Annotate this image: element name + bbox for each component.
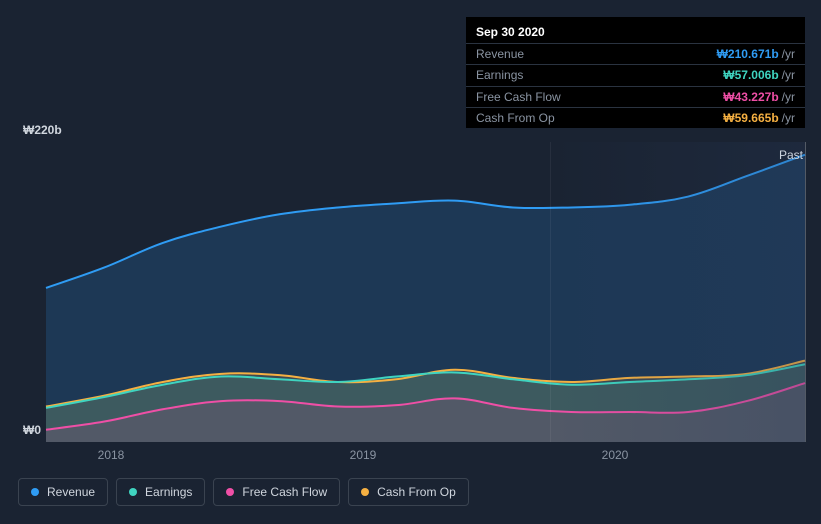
tooltip-label: Free Cash Flow	[476, 89, 561, 105]
legend-dot	[129, 488, 137, 496]
x-axis-label: 2020	[602, 448, 629, 462]
legend-dot	[361, 488, 369, 496]
tooltip-unit: /yr	[782, 90, 795, 104]
tooltip-label: Earnings	[476, 67, 523, 83]
tooltip-label: Revenue	[476, 46, 524, 62]
tooltip-amount: ₩43.227b	[723, 90, 778, 104]
y-axis-label-min: ₩0	[23, 423, 41, 437]
tooltip-panel: Sep 30 2020 Revenue ₩210.671b/yr Earning…	[466, 17, 805, 128]
y-axis-label-max: ₩220b	[23, 123, 62, 137]
legend-label: Revenue	[47, 485, 95, 499]
tooltip-amount: ₩210.671b	[717, 47, 779, 61]
legend-dot	[226, 488, 234, 496]
tooltip-value: ₩57.006b/yr	[723, 67, 795, 83]
legend-dot	[31, 488, 39, 496]
tooltip-row-earnings: Earnings ₩57.006b/yr	[466, 64, 805, 85]
legend-item-revenue[interactable]: Revenue	[18, 478, 108, 506]
legend: Revenue Earnings Free Cash Flow Cash Fro…	[18, 478, 469, 506]
tooltip-value: ₩43.227b/yr	[723, 89, 795, 105]
past-label: Past	[779, 148, 803, 162]
legend-label: Earnings	[145, 485, 192, 499]
chart-shade	[550, 142, 805, 442]
chart-container: Sep 30 2020 Revenue ₩210.671b/yr Earning…	[0, 0, 821, 524]
tooltip-date: Sep 30 2020	[466, 24, 805, 43]
legend-item-earnings[interactable]: Earnings	[116, 478, 205, 506]
tooltip-row-cfo: Cash From Op ₩59.665b/yr	[466, 107, 805, 128]
chart-divider	[550, 142, 551, 442]
tooltip-amount: ₩57.006b	[723, 68, 778, 82]
tooltip-unit: /yr	[782, 111, 795, 125]
tooltip-amount: ₩59.665b	[723, 111, 778, 125]
x-axis-label: 2018	[98, 448, 125, 462]
legend-item-cfo[interactable]: Cash From Op	[348, 478, 469, 506]
tooltip-unit: /yr	[782, 68, 795, 82]
x-axis-label: 2019	[350, 448, 377, 462]
tooltip-value: ₩59.665b/yr	[723, 110, 795, 126]
legend-label: Free Cash Flow	[242, 485, 327, 499]
tooltip-unit: /yr	[782, 47, 795, 61]
tooltip-row-fcf: Free Cash Flow ₩43.227b/yr	[466, 86, 805, 107]
legend-label: Cash From Op	[377, 485, 456, 499]
legend-item-fcf[interactable]: Free Cash Flow	[213, 478, 340, 506]
tooltip-row-revenue: Revenue ₩210.671b/yr	[466, 43, 805, 64]
tooltip-label: Cash From Op	[476, 110, 555, 126]
marker-line	[805, 142, 806, 442]
tooltip-value: ₩210.671b/yr	[717, 46, 795, 62]
